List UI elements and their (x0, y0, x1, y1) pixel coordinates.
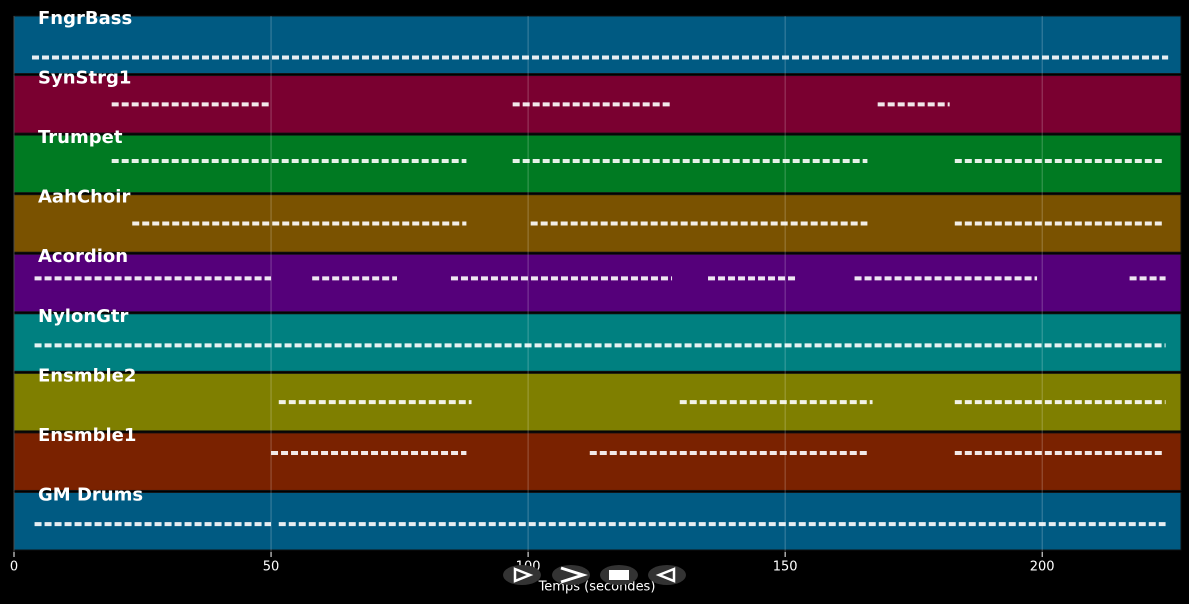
back-button[interactable] (648, 565, 686, 585)
track-name: AahChoir (38, 187, 130, 208)
tracks (13, 15, 1182, 551)
x-tick-label: 150 (773, 560, 798, 575)
track-row (13, 15, 1182, 75)
button-bg[interactable] (552, 565, 590, 585)
labels: FngrBass SynStrg1 Trumpet AahChoir Acordion N… (10, 8, 1055, 575)
track-name: SynStrg1 (38, 68, 131, 89)
track-row (13, 491, 1182, 551)
track-row (13, 313, 1182, 372)
track-name: GM Drums (38, 484, 143, 505)
track-name: FngrBass (38, 8, 132, 29)
forward-icon[interactable] (560, 566, 588, 584)
play-icon[interactable] (513, 567, 534, 583)
x-tick-label: 200 (1030, 560, 1055, 575)
track-row (13, 253, 1182, 313)
play-button[interactable] (503, 565, 541, 585)
track-name: Ensmble1 (38, 425, 136, 446)
track-name: NylonGtr (38, 306, 129, 327)
track-name: Trumpet (38, 127, 123, 148)
stop-button[interactable] (600, 565, 638, 585)
x-axis-label: Temps (secondes) (538, 580, 656, 595)
track-name: Ensmble2 (38, 365, 136, 386)
back-icon[interactable] (655, 567, 676, 583)
track-name: Acordion (38, 246, 128, 267)
forward-button[interactable] (552, 565, 590, 585)
track-row (13, 134, 1182, 194)
notes (31, 55, 1169, 527)
track-row (13, 432, 1182, 491)
stop-icon[interactable] (609, 570, 629, 580)
button-bg[interactable] (503, 565, 541, 585)
x-tick-label: 50 (263, 560, 280, 575)
button-bg[interactable] (648, 565, 686, 585)
x-tick-label: 0 (10, 560, 18, 575)
